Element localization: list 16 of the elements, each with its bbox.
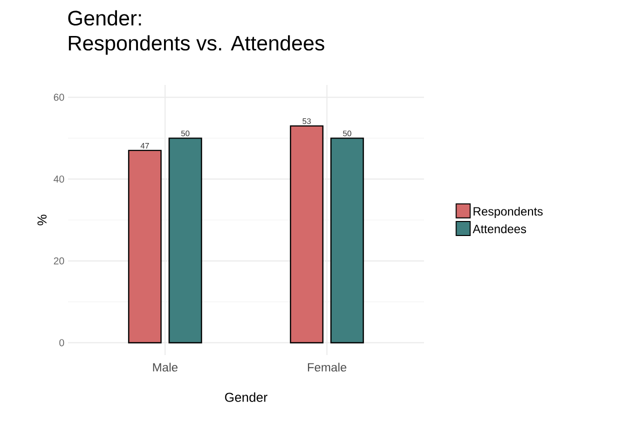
x-tick-label: Female	[308, 362, 346, 372]
y-tick-label: 0	[59, 339, 64, 346]
y-tick-label: 60	[54, 94, 64, 101]
bar	[168, 138, 202, 344]
bar	[128, 150, 162, 344]
y-tick-label: 40	[54, 176, 64, 183]
chart-title: Gender:	[68, 10, 141, 26]
y-tick-label: 20	[54, 257, 64, 264]
bar	[330, 138, 364, 344]
y-axis-title: %	[38, 214, 47, 226]
legend-label: Attendees	[472, 224, 526, 234]
x-axis-title: Gender	[225, 392, 268, 402]
legend-label: Respondents	[474, 206, 543, 218]
chart-subtitle: Respondents vs. Attendees	[68, 35, 324, 55]
x-tick-label: Male	[153, 362, 178, 372]
bar	[290, 125, 324, 344]
